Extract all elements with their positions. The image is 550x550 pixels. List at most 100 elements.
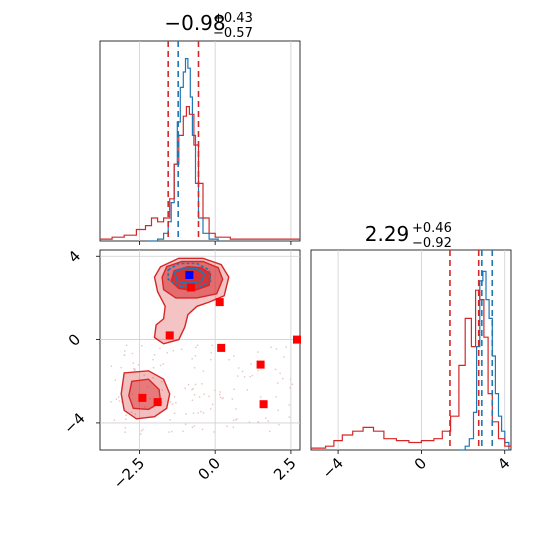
sample-point (184, 423, 187, 425)
sample-point (283, 356, 285, 358)
marker-7 (138, 393, 147, 402)
sample-point (159, 347, 161, 350)
sample-point (125, 418, 127, 421)
sample-point (185, 413, 187, 415)
joint-2d-markers (138, 271, 301, 409)
sample-point (282, 377, 284, 380)
hist-bottom-right-x-ticks: −4 0 4 (319, 450, 514, 482)
sample-point (191, 399, 194, 401)
sample-point (203, 393, 205, 395)
sample-point (278, 423, 280, 426)
sample-point (172, 350, 174, 352)
sample-point (200, 410, 202, 413)
sample-point (208, 395, 210, 397)
sample-point (228, 359, 230, 361)
sample-point (257, 421, 259, 423)
sample-point (152, 358, 154, 361)
sample-point (226, 425, 228, 427)
sample-point (152, 406, 154, 409)
sample-point (214, 389, 216, 392)
hist-bottom-right-x-tick-label: 0 (411, 454, 430, 473)
sample-point (171, 430, 173, 433)
sample-point (144, 406, 146, 408)
sample-point (291, 383, 294, 385)
sample-point (237, 375, 239, 377)
sample-point (184, 387, 186, 389)
sample-point (192, 388, 194, 390)
sample-point (140, 430, 143, 432)
sample-point (113, 419, 116, 421)
sample-point (236, 418, 238, 420)
sample-point (159, 364, 162, 367)
sample-point (134, 413, 136, 415)
sample-point (133, 369, 136, 372)
sample-point (173, 412, 176, 414)
sample-point (235, 419, 237, 421)
sample-point (233, 388, 235, 390)
sample-point (131, 393, 134, 395)
sample-point (257, 351, 259, 353)
sample-point (275, 348, 278, 350)
sample-point (211, 344, 213, 347)
hist-bottom-right-title-main: 2.29 (365, 222, 410, 246)
sample-point (267, 420, 269, 422)
sample-point (173, 396, 176, 398)
sample-point (193, 367, 196, 369)
sample-point (257, 369, 259, 372)
sample-point (142, 428, 144, 431)
sample-point (125, 344, 128, 346)
sample-point (248, 421, 251, 423)
sample-point (233, 355, 235, 357)
hist-bottom-right-x-tick-label: 4 (494, 454, 513, 473)
hist-bottom-right-series-1 (311, 289, 512, 449)
sample-point (241, 370, 244, 373)
sample-point (187, 384, 190, 386)
sample-point (193, 394, 196, 396)
sample-point (219, 396, 222, 398)
sample-point (141, 345, 143, 347)
sample-point (152, 367, 155, 369)
sample-point (191, 358, 193, 360)
sample-point (130, 411, 133, 413)
hist-bottom-right-title-sub: −0.92 (412, 236, 452, 251)
sample-point (110, 401, 112, 403)
sample-point (285, 346, 287, 348)
sample-point (196, 344, 199, 346)
sample-point (210, 352, 212, 354)
sample-point (134, 368, 136, 370)
sample-point (175, 402, 177, 404)
marker-2 (215, 298, 224, 307)
marker-1 (186, 283, 195, 292)
marker-3 (165, 331, 174, 340)
sample-point (193, 425, 196, 427)
sample-point (143, 374, 145, 376)
joint-2d-contours (120, 257, 230, 420)
sample-point (277, 382, 279, 384)
hist-top-left-series-1 (100, 105, 300, 240)
sample-point (191, 388, 193, 391)
sample-point (171, 403, 174, 405)
hist-top-left-plot (100, 41, 300, 242)
sample-point (238, 367, 240, 369)
sample-point (137, 364, 140, 366)
sample-point (235, 408, 237, 410)
marker-4 (217, 343, 226, 352)
sample-point (289, 387, 291, 389)
sample-point (259, 396, 262, 398)
sample-point (265, 417, 267, 419)
sample-point (210, 358, 212, 361)
marker-8 (153, 398, 162, 407)
joint-2d-x-tick-label: 0.0 (194, 454, 224, 484)
sample-point (275, 396, 277, 398)
sample-point (161, 401, 163, 404)
joint-2d-x-tick-label: 2.5 (270, 454, 300, 484)
sample-point (124, 350, 126, 352)
sample-point (149, 398, 151, 400)
joint-2d-panel: −2.5 0.0 2.5 −4 0 4 (60, 247, 301, 493)
sample-point (123, 354, 125, 356)
sample-point (195, 346, 197, 349)
joint-2d-y-tick-label: −4 (60, 409, 88, 437)
sample-point (201, 428, 204, 431)
sample-point (277, 409, 279, 411)
